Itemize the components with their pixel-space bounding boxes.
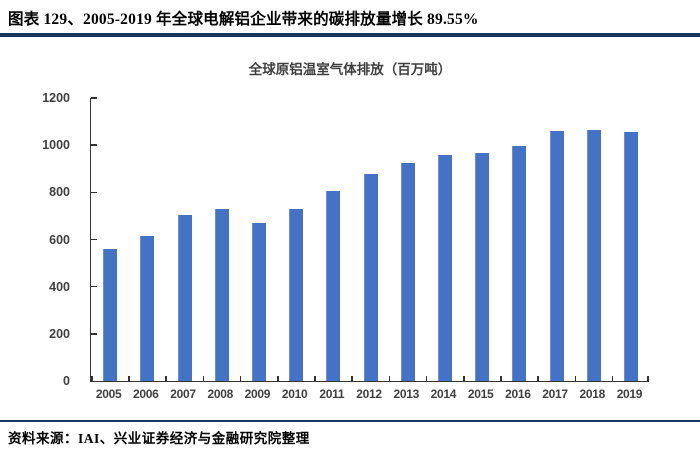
bar-2012 (363, 174, 378, 381)
x-axis-label: 2019 (616, 387, 643, 401)
y-axis-label: 600 (49, 232, 70, 247)
x-axis-tick (128, 376, 130, 381)
x-axis-tick (537, 376, 539, 381)
caption-rule (0, 33, 700, 37)
source-rule (0, 420, 700, 422)
plot-area (90, 97, 649, 382)
x-axis-labels: 2005 2006 2007 2008 2009 2010 2011 2012 2013 2014… (90, 387, 648, 401)
x-axis-label: 2017 (542, 387, 568, 401)
x-axis-tick (611, 376, 614, 381)
x-axis-tick (239, 376, 242, 381)
y-axis-label: 0 (63, 374, 70, 388)
y-axis-tick (91, 144, 97, 146)
x-axis-tick (314, 376, 316, 381)
bar-2013 (400, 162, 415, 381)
chart-title: 全球原铝温室气体排放（百万吨） (248, 62, 452, 77)
figure-caption: 图表 129、2005-2019 年全球电解铝企业带来的碳排放量增长 89.55… (8, 11, 479, 28)
bar-2008 (214, 209, 229, 381)
x-axis-label: 2010 (281, 387, 308, 401)
y-axis-tick (91, 333, 97, 335)
x-axis-label: 2015 (467, 387, 494, 401)
x-axis-label: 2008 (207, 387, 233, 401)
x-axis-label: 2009 (244, 387, 271, 401)
y-axis-label: 1200 (42, 91, 70, 105)
x-axis-tick (574, 376, 577, 381)
y-axis-label: 800 (49, 185, 70, 200)
x-axis-label: 2005 (95, 387, 122, 401)
x-axis-label: 2006 (133, 387, 159, 401)
x-axis-tick (277, 376, 279, 381)
bar-2009 (251, 222, 266, 381)
y-axis-tick (91, 285, 97, 288)
bar-2010 (289, 209, 304, 381)
y-axis-label: 400 (49, 279, 70, 294)
x-axis-tick (351, 376, 353, 381)
bar-2017 (549, 131, 564, 381)
x-axis-tick (202, 376, 205, 381)
x-axis-label: 2016 (505, 387, 531, 401)
bar-2015 (475, 153, 490, 381)
x-axis-tick (91, 376, 93, 381)
bar-2006 (140, 236, 155, 381)
y-axis-tick (91, 191, 97, 194)
x-axis-label: 2014 (430, 387, 457, 401)
bar-2011 (326, 190, 341, 381)
x-axis-label: 2007 (170, 387, 196, 401)
y-axis-label: 1000 (42, 138, 70, 153)
y-axis-tick (91, 97, 97, 99)
x-axis-tick (463, 376, 465, 381)
x-axis-tick (425, 376, 428, 381)
x-axis-label: 2012 (356, 387, 382, 401)
x-axis-label: 2018 (579, 387, 605, 401)
x-axis-tick (647, 376, 649, 381)
x-axis-tick (500, 376, 502, 381)
bar-2014 (437, 154, 452, 381)
bar-2005 (103, 249, 118, 381)
x-axis-label: 2011 (319, 387, 345, 401)
x-axis-tick (165, 376, 167, 381)
x-axis-label: 2013 (393, 387, 419, 401)
bar-2019 (623, 131, 638, 381)
source-note: 资料来源：IAI、兴业证券经济与金融研究院整理 (8, 431, 310, 446)
bar-2018 (586, 129, 601, 381)
y-axis-labels: 0 200 400 600 800 1000 1200 (0, 91, 80, 388)
y-axis-tick (91, 238, 97, 241)
bar-2007 (177, 214, 192, 381)
x-axis-tick (388, 376, 391, 381)
y-axis-label: 200 (49, 326, 70, 341)
bar-2016 (512, 146, 527, 381)
